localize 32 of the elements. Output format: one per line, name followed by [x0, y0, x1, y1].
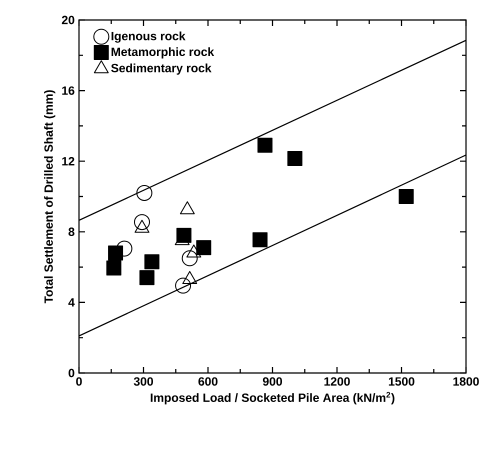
y-tick-label: 0 — [68, 368, 74, 378]
point — [134, 214, 150, 230]
point — [106, 260, 122, 276]
point — [175, 278, 192, 294]
point — [196, 240, 212, 256]
point — [252, 232, 268, 248]
point — [257, 138, 272, 153]
legend-label: Metamorphic rock — [112, 47, 214, 58]
legend-label: Igenous rock — [112, 32, 186, 43]
point — [287, 151, 302, 166]
x-tick-label: 1800 — [453, 377, 479, 386]
legend-label: Sedimentary rock — [111, 64, 212, 75]
point — [139, 270, 154, 286]
point — [182, 250, 198, 266]
point — [136, 184, 152, 201]
x-tick-label: 900 — [262, 377, 282, 386]
point — [116, 240, 132, 257]
y-axis-title: Total Settlement of Drilled Shaft (mm) — [44, 90, 56, 304]
y-tick-label: 8 — [68, 228, 74, 236]
y-tick-label: 16 — [62, 86, 74, 95]
point — [108, 245, 124, 260]
point — [398, 188, 414, 204]
x-tick-label: 0 — [76, 377, 82, 386]
point — [144, 254, 160, 270]
x-tick-label: 600 — [198, 377, 218, 386]
x-axis-title: Imposed Load / Socketed Pile Area (kN/m$^{2}$) — [150, 392, 394, 404]
y-tick-label: 12 — [62, 157, 74, 166]
x-tick-label: 1500 — [388, 377, 414, 386]
y-tick-label: 20 — [62, 16, 74, 24]
x-tick-label: 300 — [134, 377, 154, 386]
x-tick-label: 1200 — [324, 377, 350, 386]
y-tick-label: 4 — [68, 298, 75, 307]
